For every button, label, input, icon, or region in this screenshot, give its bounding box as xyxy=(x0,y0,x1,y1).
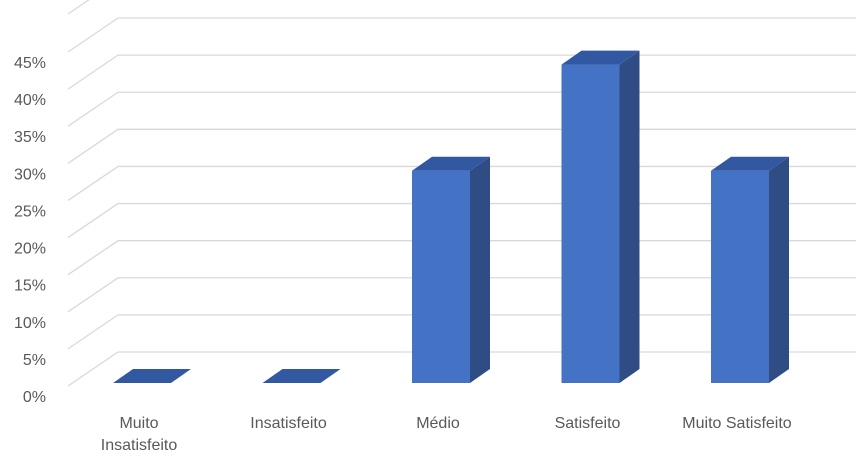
gridlines xyxy=(67,0,856,387)
bar-top xyxy=(711,156,789,171)
bar-front xyxy=(711,170,769,383)
bar-top xyxy=(561,50,640,65)
bars xyxy=(113,50,789,383)
y-tick-label: 0% xyxy=(23,389,46,406)
x-category-label: Médio xyxy=(416,415,460,432)
bar-side xyxy=(470,156,490,383)
bar xyxy=(262,369,341,383)
bar-top xyxy=(262,369,341,383)
bar-side xyxy=(619,50,640,383)
bar-side xyxy=(769,156,789,383)
x-category-label: Muito Satisfeito xyxy=(682,415,791,432)
y-tick-label: 20% xyxy=(14,241,46,258)
bar-front xyxy=(561,64,620,383)
y-tick-label: 5% xyxy=(23,352,46,369)
x-axis-labels: Muito Insatisfeito Insatisfeito Médio Satisf… xyxy=(101,415,792,454)
gridline xyxy=(67,17,856,53)
bar xyxy=(561,50,640,383)
x-category-label: Muito Insatisfeito xyxy=(101,415,178,454)
bar-top xyxy=(113,369,191,383)
bar xyxy=(711,156,789,383)
y-tick-label: 35% xyxy=(14,129,46,146)
x-category-label: Satisfeito xyxy=(555,415,621,432)
x-category-label: Insatisfeito xyxy=(250,415,327,432)
y-tick-label: 30% xyxy=(14,166,46,183)
y-tick-label: 10% xyxy=(14,315,46,332)
bar-front xyxy=(412,170,470,383)
y-axis-ticks: 0% 5% 10% 15% 20% 25% 30% 35% 40% 45% xyxy=(14,55,46,406)
bar xyxy=(113,369,191,383)
y-tick-label: 40% xyxy=(14,92,46,109)
gridline xyxy=(67,54,856,90)
bar-top xyxy=(412,156,490,171)
y-tick-label: 25% xyxy=(14,203,46,220)
gridline xyxy=(67,91,856,127)
y-tick-label: 15% xyxy=(14,278,46,295)
bar xyxy=(412,156,490,383)
y-tick-label: 45% xyxy=(14,55,46,72)
gridline xyxy=(67,0,90,15)
